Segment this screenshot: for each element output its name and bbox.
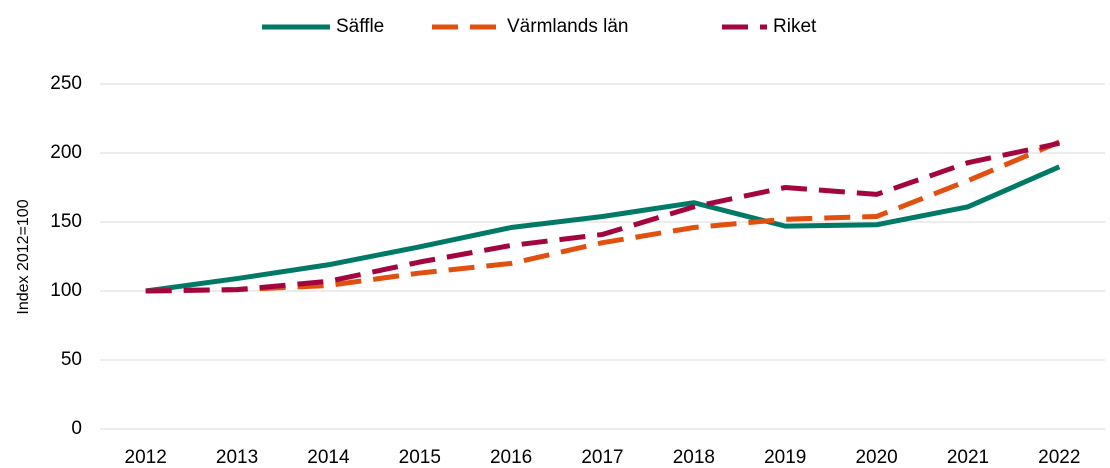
series-line bbox=[145, 139, 1061, 294]
x-tick-label: 2016 bbox=[490, 447, 532, 468]
legend-label: Värmlands län bbox=[507, 16, 628, 37]
y-tick-label: 50 bbox=[61, 349, 82, 370]
legend-label: Riket bbox=[773, 16, 817, 37]
x-tick-label: 2021 bbox=[947, 447, 989, 468]
y-tick-label: 200 bbox=[50, 142, 82, 163]
x-tick-label: 2022 bbox=[1038, 447, 1080, 468]
y-tick-label: 0 bbox=[71, 418, 82, 439]
x-tick-label: 2017 bbox=[581, 447, 623, 468]
x-tick-label: 2015 bbox=[399, 447, 441, 468]
x-tick-label: 2020 bbox=[855, 447, 897, 468]
x-tick-label: 2013 bbox=[216, 447, 258, 468]
x-tick-label: 2014 bbox=[307, 447, 350, 468]
x-tick-label: 2012 bbox=[125, 447, 167, 468]
y-axis-label: Index 2012=100 bbox=[15, 199, 32, 314]
legend-label: Säffle bbox=[336, 16, 384, 37]
y-tick-label: 100 bbox=[50, 280, 82, 301]
x-tick-label: 2018 bbox=[673, 447, 715, 468]
x-tick-label: 2019 bbox=[764, 447, 806, 468]
series-line bbox=[145, 140, 1060, 294]
series-line bbox=[145, 164, 1061, 294]
y-tick-label: 150 bbox=[50, 211, 82, 232]
y-tick-label: 250 bbox=[50, 73, 82, 94]
